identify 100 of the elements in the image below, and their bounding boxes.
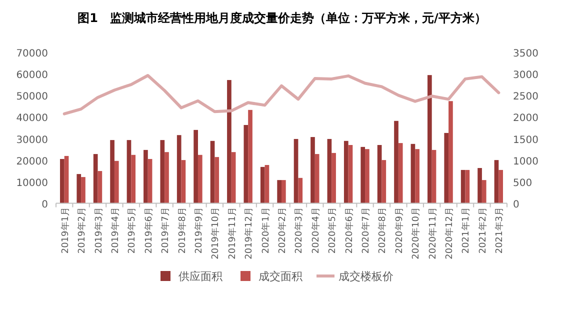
x-tick-label: 2021年1月 (460, 207, 472, 254)
bar (314, 154, 320, 204)
bar (164, 152, 169, 204)
x-tick-label: 2020年11月 (427, 207, 438, 260)
y2-tick-label: 1500 (513, 134, 538, 146)
bar (93, 154, 98, 204)
bar (282, 180, 286, 204)
x-tick-label: 2019年8月 (176, 207, 188, 254)
bar (448, 101, 453, 204)
x-tick-label: 2019年6月 (143, 207, 154, 254)
bar (227, 80, 232, 204)
x-tick-label: 2020年12月 (444, 207, 456, 260)
x-tick-label: 2021年3月 (494, 207, 506, 254)
bar (410, 144, 416, 204)
x-tick-label: 2019年4月 (110, 207, 121, 254)
bar (126, 140, 132, 204)
bar (264, 165, 270, 204)
bar (327, 138, 332, 204)
bar (114, 160, 119, 204)
bar (144, 150, 148, 204)
bar (110, 140, 114, 204)
legend-label: 成交面积 (258, 270, 302, 283)
bar (415, 149, 420, 204)
y-tick-label: 70000 (16, 48, 48, 60)
x-tick-label: 2019年10月 (210, 207, 222, 260)
bar (181, 160, 186, 204)
y-tick-label: 0 (42, 199, 48, 210)
bar (344, 140, 348, 204)
x-tick-label: 2019年2月 (76, 207, 88, 254)
x-tick-label: 2021年2月 (477, 207, 488, 254)
x-tick-label: 2020年5月 (327, 207, 338, 254)
x-tick-label: 2019年12月 (244, 207, 255, 260)
bar (160, 140, 165, 204)
bar (60, 158, 64, 204)
bar (460, 170, 466, 204)
bar (365, 149, 370, 204)
y-tick-label: 20000 (16, 156, 48, 168)
bar (131, 154, 136, 204)
bar (310, 137, 315, 204)
x-tick-label: 2019年1月 (60, 207, 71, 254)
bar (260, 166, 265, 204)
x-tick-label: 2019年9月 (193, 207, 204, 254)
x-tick-label: 2019年7月 (160, 207, 172, 254)
y-tick-label: 40000 (16, 113, 48, 124)
y-tick-label: 60000 (16, 70, 48, 82)
bar (427, 75, 432, 204)
title: 图1 监测城市经营性用地月度成交量价走势（单位：万平方米，元/平方米） (78, 11, 486, 25)
x-tick-label: 2020年3月 (294, 207, 305, 254)
x-tick-label: 2020年10月 (410, 207, 422, 260)
bar (176, 135, 182, 204)
x-tick-label: 2020年6月 (344, 207, 355, 254)
y2-tick-label: 3500 (513, 48, 538, 60)
x-tick-label: 2019年5月 (126, 207, 138, 254)
legend-label: 成交楼板价 (338, 270, 394, 283)
bar (360, 146, 366, 204)
y2-tick-label: 0 (513, 199, 520, 210)
bar (332, 152, 336, 204)
bar (98, 171, 102, 204)
bar (294, 138, 298, 204)
x-tick-label: 2020年9月 (394, 207, 405, 254)
bar (81, 177, 86, 204)
bar (248, 110, 252, 204)
bar (148, 158, 152, 204)
bar (214, 157, 220, 204)
bar (244, 124, 248, 204)
x-tick-label: 2020年7月 (360, 207, 372, 254)
bar (64, 156, 69, 204)
y2-tick-label: 1000 (513, 156, 538, 168)
bar (76, 174, 82, 204)
x-tick-label: 2019年11月 (226, 207, 238, 260)
bar (231, 152, 236, 204)
bar (478, 168, 482, 204)
y-tick-label: 50000 (16, 92, 48, 103)
bar (432, 150, 436, 204)
x-tick-label: 2020年8月 (377, 207, 388, 254)
bar (498, 170, 503, 204)
x-tick-label: 2020年1月 (260, 207, 272, 254)
bar (382, 160, 386, 204)
y2-tick-label: 2000 (513, 113, 538, 124)
bar (298, 178, 303, 204)
bar (194, 130, 198, 204)
legend-label: 供应面积 (178, 270, 222, 283)
y-tick-label: 10000 (16, 178, 48, 189)
bar (198, 154, 202, 204)
bar (348, 144, 353, 204)
y2-tick-label: 3000 (513, 70, 538, 82)
x-tick-label: 2020年4月 (310, 207, 322, 254)
x-tick-label: 2020年2月 (277, 207, 288, 254)
y-tick-label: 30000 (16, 134, 48, 146)
x-tick-label: 2019年3月 (93, 207, 104, 254)
y2-tick-label: 2500 (513, 92, 538, 103)
bar (482, 180, 486, 204)
bar (377, 144, 382, 204)
bar (210, 140, 215, 204)
bar (398, 143, 403, 204)
bar (465, 170, 470, 204)
bar (494, 160, 499, 204)
bar (444, 132, 449, 204)
bar (277, 180, 282, 204)
y2-tick-label: 500 (513, 178, 532, 189)
